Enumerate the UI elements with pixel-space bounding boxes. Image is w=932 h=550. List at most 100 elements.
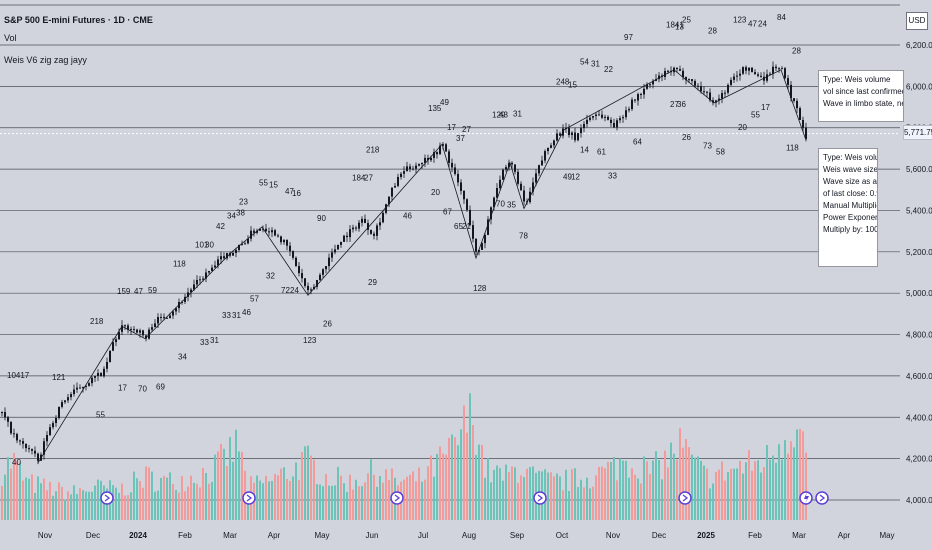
- marker-circle: [390, 491, 404, 505]
- currency-button[interactable]: USD: [906, 12, 928, 30]
- volume-bar: [301, 452, 303, 520]
- volume-bar: [613, 457, 615, 520]
- candle-body: [346, 235, 348, 238]
- volume-bar: [298, 480, 300, 520]
- volume-bar: [604, 468, 606, 520]
- candle-body: [532, 182, 534, 192]
- volume-bar: [526, 468, 528, 520]
- dividend-flag-icon[interactable]: [533, 491, 547, 505]
- candle-body: [1, 411, 3, 414]
- candle-body: [391, 187, 393, 197]
- candle-body: [334, 249, 336, 253]
- volume-bar: [496, 465, 498, 520]
- candle-body: [556, 133, 558, 141]
- info-line: Type: Weis volume: [823, 153, 877, 162]
- lightning-icon[interactable]: [799, 491, 813, 505]
- volume-bar: [751, 470, 753, 520]
- volume-bar: [16, 461, 18, 520]
- volume-bar: [550, 472, 552, 520]
- volume-bar: [691, 454, 693, 520]
- candle-body: [610, 119, 612, 123]
- volume-bar: [514, 467, 516, 520]
- volume-bar: [175, 489, 177, 520]
- dividend-flag-icon[interactable]: [815, 491, 829, 505]
- flag-glyph: [682, 494, 689, 502]
- candle-body: [172, 311, 174, 316]
- wave-label: 33: [200, 338, 209, 347]
- wave-label: 15: [568, 80, 577, 89]
- volume-bar: [700, 460, 702, 520]
- volume-bar: [64, 499, 66, 520]
- wave-label: 70: [496, 199, 505, 208]
- volume-bar: [277, 475, 279, 520]
- candle-body: [247, 238, 249, 244]
- candle-body: [709, 92, 711, 101]
- volume-bar: [85, 491, 87, 520]
- volume-bar: [262, 483, 264, 520]
- volume-bar: [73, 485, 75, 520]
- flag-glyph: [819, 494, 826, 502]
- candle-body: [616, 120, 618, 128]
- volume-bar: [145, 466, 147, 520]
- volume-bar: [292, 476, 294, 520]
- candle-body: [754, 72, 756, 75]
- time-axis[interactable]: Nov Dec 2024 Feb Mar Apr May Jun Jul Aug Sep Oct Nov…: [38, 531, 895, 540]
- dividend-flag-icon[interactable]: [390, 491, 404, 505]
- candle-body: [652, 80, 654, 85]
- wave-label: 1841: [666, 20, 684, 29]
- volume-bar: [355, 479, 357, 520]
- candle-body: [712, 100, 714, 103]
- wave-label: 31: [232, 311, 241, 320]
- time-tick-label: Sep: [510, 531, 525, 540]
- candle-body: [301, 273, 303, 279]
- wave-label: 36: [677, 100, 686, 109]
- candle-body: [388, 196, 390, 205]
- volume-bar: [649, 473, 651, 520]
- volume-bar: [214, 454, 216, 520]
- volume-bar: [247, 493, 249, 520]
- candle-body: [193, 284, 195, 290]
- volume-bar: [88, 491, 90, 520]
- symbol-title[interactable]: S&P 500 E-mini Futures · 1D · CME: [4, 15, 153, 25]
- price-tick-label: 4,600.00: [906, 372, 932, 381]
- wave-label: 129: [492, 110, 506, 119]
- wave-label: 55: [96, 410, 105, 419]
- candle-body: [748, 67, 750, 71]
- wave-label: 49: [563, 172, 572, 181]
- candle-body: [424, 157, 426, 163]
- price-axis[interactable]: 6,200.006,000.005,800.005,600.005,400.00…: [906, 41, 932, 505]
- wave-label: 123: [303, 336, 317, 345]
- candle-body: [322, 269, 324, 275]
- volume-bar: [748, 450, 750, 520]
- marker-circle: [242, 491, 256, 505]
- candle-body: [394, 185, 396, 188]
- volume-bar: [715, 471, 717, 520]
- candle-body: [250, 230, 252, 239]
- candle-body: [619, 118, 621, 121]
- volume-bar: [94, 485, 96, 520]
- dividend-flag-icon[interactable]: [242, 491, 256, 505]
- volume-legend[interactable]: Vol: [4, 33, 17, 43]
- dividend-flag-icon[interactable]: [678, 491, 692, 505]
- event-markers[interactable]: [100, 491, 829, 505]
- dividend-flag-icon[interactable]: [100, 491, 114, 505]
- weis-info-box-2: Type: Weis volume Weis wave size: 56.1 W…: [818, 148, 878, 267]
- wave-label: 34: [178, 352, 187, 361]
- wave-label: 121: [52, 373, 66, 382]
- volume-bar: [382, 482, 384, 520]
- candle-body: [658, 75, 660, 80]
- volume-bar: [280, 468, 282, 520]
- candle-body: [238, 244, 240, 250]
- indicator-legend[interactable]: Weis V6 zig zag jayy: [4, 55, 87, 65]
- price-tick-label: 4,800.00: [906, 331, 932, 340]
- wave-label: 14: [580, 146, 589, 155]
- wave-label: 30: [205, 241, 214, 250]
- price-tick-label: 4,400.00: [906, 413, 932, 422]
- info-line: Wave size as a percent: [823, 177, 877, 186]
- candle-body: [244, 243, 246, 245]
- candle-body: [4, 411, 6, 418]
- candle-body: [91, 377, 93, 384]
- wave-label: 55: [259, 179, 268, 188]
- candle-body: [766, 74, 768, 81]
